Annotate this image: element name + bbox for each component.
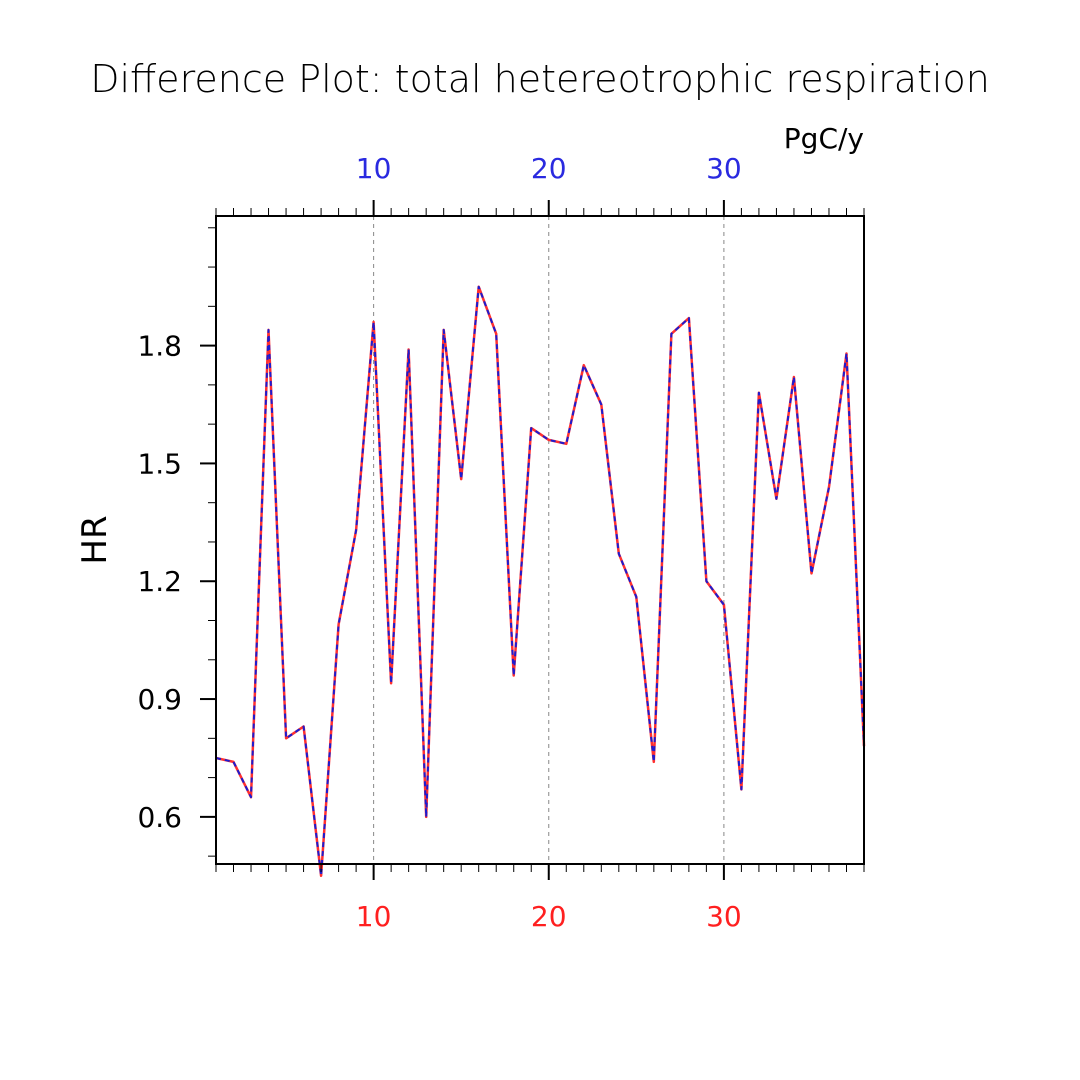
y-tick-label: 1.5 [137, 447, 182, 480]
x-tick-label-top: 10 [356, 152, 392, 185]
x-tick-label-bottom: 10 [356, 900, 392, 933]
y-axis-label: HR [75, 515, 115, 564]
chart-title: Difference Plot: total hetereotrophic re… [90, 57, 990, 101]
series-line-red [215, 285, 866, 878]
grid [373, 216, 725, 864]
y-tick-label: 0.6 [137, 801, 182, 834]
y-tick-label: 1.2 [137, 565, 182, 598]
x-tick-label-bottom: 20 [531, 900, 567, 933]
y-tick-label: 1.8 [137, 330, 182, 363]
x-tick-label-top: 30 [706, 152, 742, 185]
series-layer [215, 285, 866, 878]
tick-labels: 0.6 0.9 1.2 1.5 1.8 10 10 20 20 30 30 [137, 152, 741, 933]
x-tick-label-bottom: 30 [706, 900, 742, 933]
units-label: PgC/y [784, 122, 864, 155]
x-tick-label-top: 20 [531, 152, 567, 185]
series-line-blue [215, 285, 865, 877]
plot-frame [215, 215, 865, 865]
y-tick-label: 0.9 [137, 683, 182, 716]
axis-ticks [200, 200, 865, 880]
